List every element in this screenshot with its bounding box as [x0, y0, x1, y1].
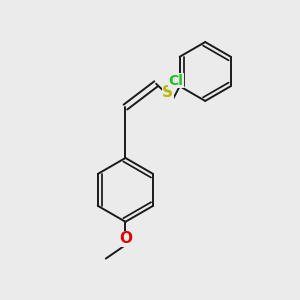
Text: Cl: Cl: [168, 74, 183, 88]
Text: O: O: [119, 231, 132, 246]
Text: S: S: [162, 85, 173, 100]
